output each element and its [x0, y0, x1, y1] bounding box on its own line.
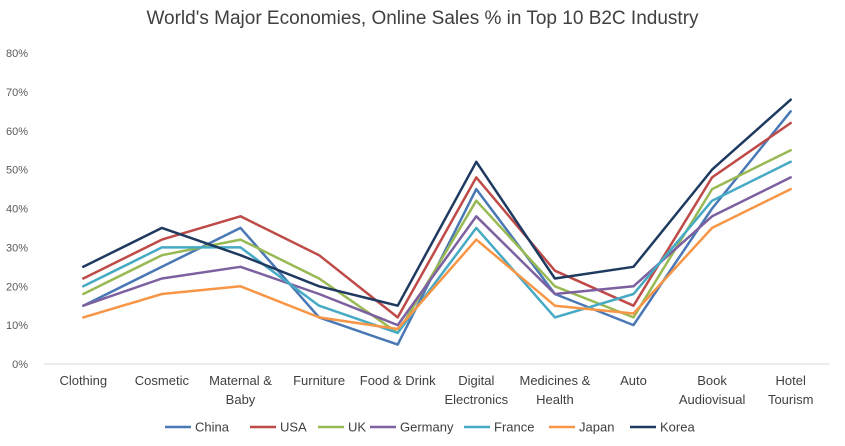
series-line-japan: [82, 187, 792, 331]
series-line-korea: [82, 98, 792, 307]
series-line-germany: [82, 176, 792, 327]
legend-label: Germany: [400, 420, 454, 435]
x-tick-label: Electronics: [445, 392, 509, 407]
y-tick-label: 80%: [6, 48, 28, 60]
series-line-france: [82, 160, 792, 335]
x-tick-label: Digital: [458, 373, 494, 388]
y-tick-label: 70%: [6, 87, 28, 99]
chart-title: World's Major Economies, Online Sales % …: [146, 8, 699, 29]
x-tick-label: Health: [536, 392, 574, 407]
y-tick-label: 50%: [6, 165, 28, 177]
y-tick-label: 0%: [12, 359, 28, 371]
x-tick-label: Tourism: [768, 392, 814, 407]
legend-label: UK: [348, 420, 366, 435]
legend-label: France: [494, 420, 534, 435]
legend-label: China: [195, 420, 230, 435]
series-line-china: [82, 110, 792, 346]
legend-label: Japan: [579, 420, 614, 435]
y-tick-label: 30%: [6, 242, 28, 254]
x-tick-label: Food & Drink: [360, 373, 436, 388]
y-tick-label: 10%: [6, 320, 28, 332]
x-tick-label: Auto: [620, 373, 647, 388]
x-tick-label: Book: [697, 373, 727, 388]
y-tick-label: 60%: [6, 126, 28, 138]
x-tick-label: Maternal &: [209, 373, 272, 388]
x-tick-label: Medicines &: [519, 373, 590, 388]
y-tick-label: 20%: [6, 281, 28, 293]
x-tick-label: Audiovisual: [679, 392, 746, 407]
x-tick-label: Baby: [226, 392, 256, 407]
series-line-usa: [82, 121, 792, 319]
legend-label: USA: [280, 420, 307, 435]
x-tick-label: Clothing: [59, 373, 107, 388]
x-tick-label: Cosmetic: [135, 373, 190, 388]
legend-label: Korea: [660, 420, 695, 435]
y-tick-label: 40%: [6, 204, 28, 216]
x-tick-label: Hotel: [776, 373, 806, 388]
x-tick-label: Furniture: [293, 373, 345, 388]
